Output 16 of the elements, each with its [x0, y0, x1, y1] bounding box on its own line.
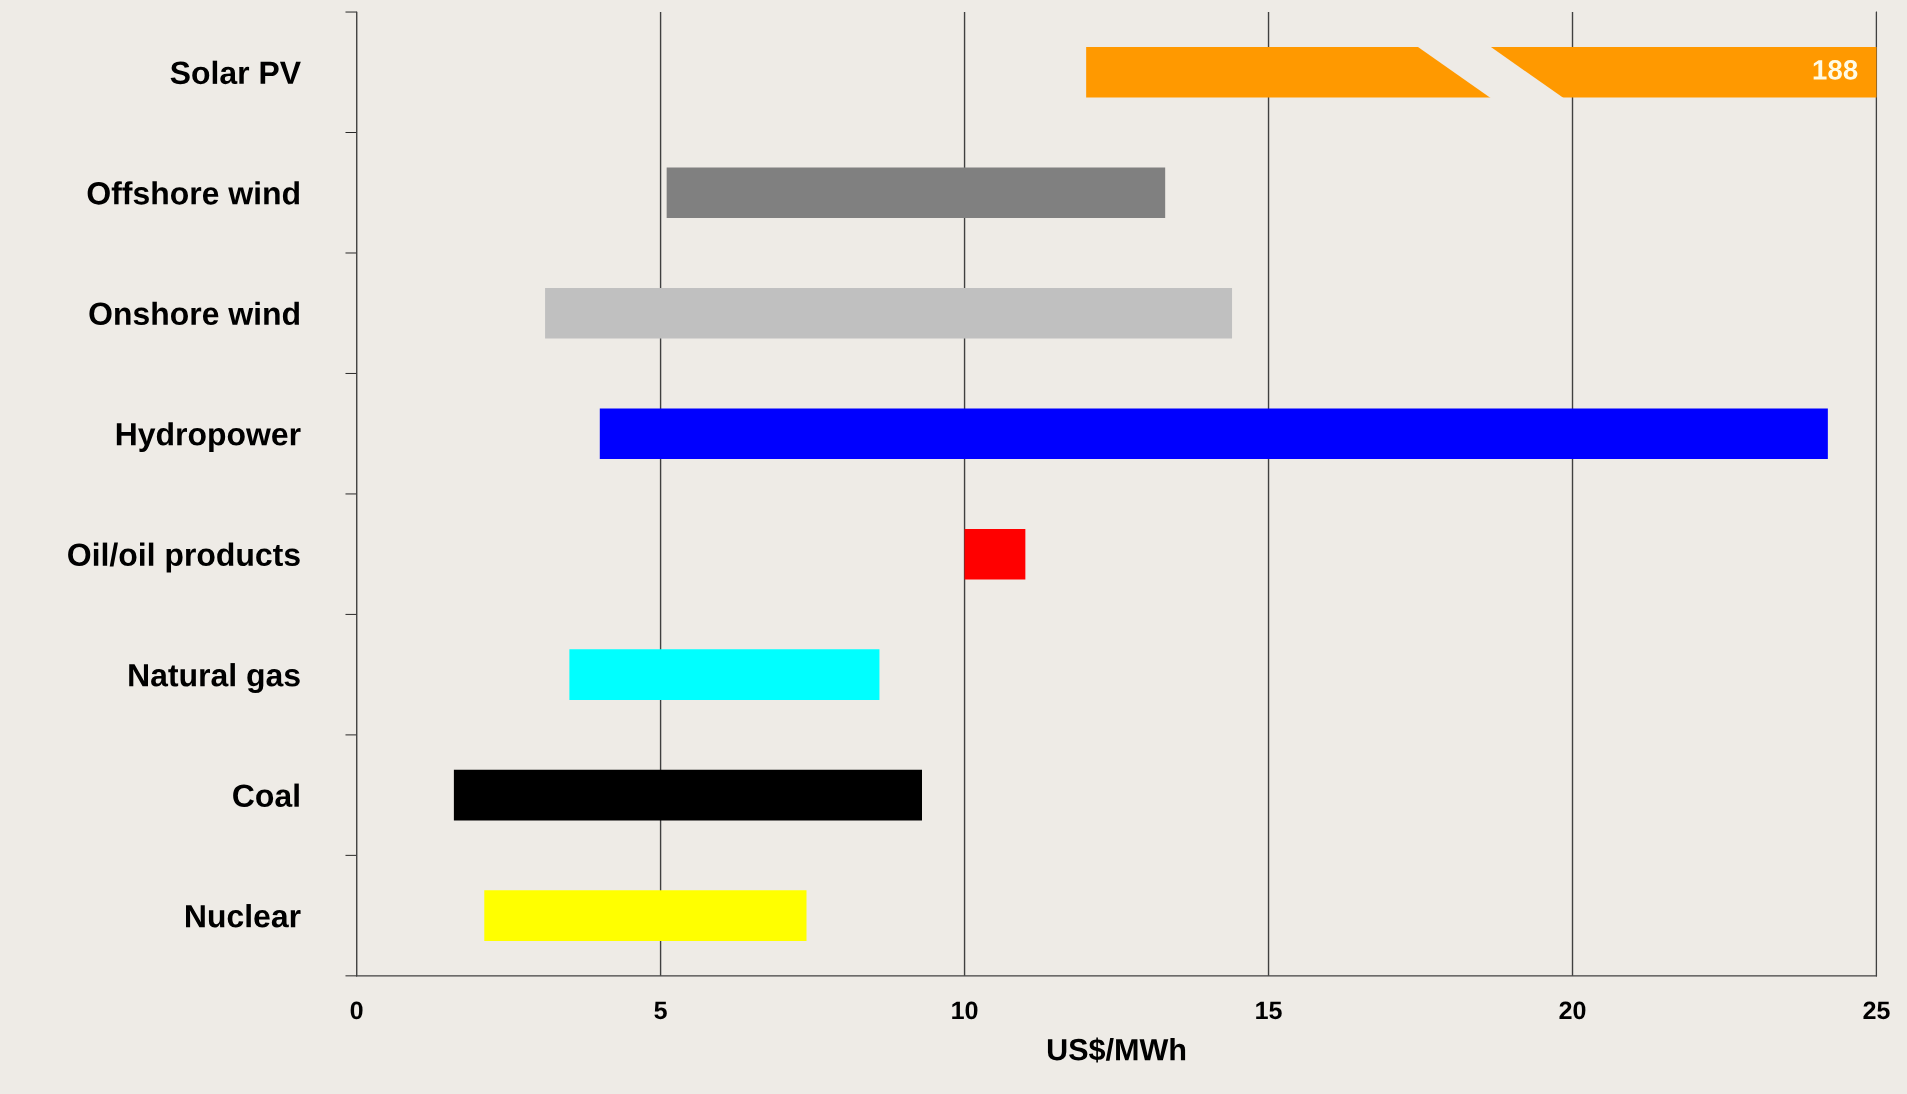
y-tick-label: Natural gas	[129, 663, 300, 693]
y-tick-label: Offshore wind	[87, 181, 299, 205]
y-tick-label: Oil/oil products	[68, 542, 300, 573]
data-label: 188	[1813, 60, 1858, 80]
x-tick-label: 10	[952, 1001, 978, 1020]
x-tick-label: 5	[654, 1001, 667, 1020]
y-tick-label: Solar PV	[170, 60, 301, 85]
y-tick-label: Hydropower	[116, 422, 301, 452]
x-tick-label: 0	[350, 1001, 363, 1020]
y-tick-label: Coal	[233, 783, 299, 808]
x-axis-title: US$/MWh	[1047, 1037, 1186, 1063]
x-tick-label: 15	[1256, 1001, 1282, 1020]
x-tick-label: 20	[1559, 1001, 1586, 1020]
y-tick-label: Onshore wind	[89, 301, 299, 326]
x-tick-label: 25	[1863, 1001, 1890, 1020]
y-tick-label: Nuclear	[186, 904, 301, 928]
